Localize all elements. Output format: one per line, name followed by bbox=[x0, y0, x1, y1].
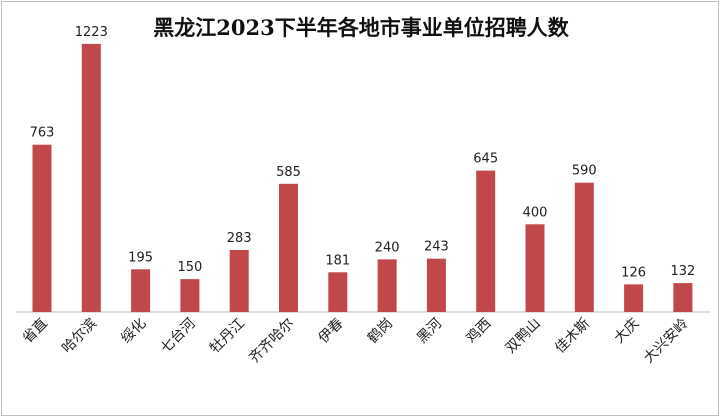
data-label-0: 763 bbox=[30, 126, 55, 141]
data-label-6: 181 bbox=[325, 253, 350, 268]
data-label-5: 585 bbox=[276, 165, 301, 180]
bar-2 bbox=[131, 269, 151, 313]
data-label-3: 150 bbox=[177, 260, 202, 275]
category-label-10: 双鸭山 bbox=[503, 316, 544, 357]
category-label-7: 鹤岗 bbox=[365, 316, 396, 347]
bar-7 bbox=[377, 259, 397, 312]
data-label-1: 1223 bbox=[75, 25, 108, 40]
category-label-4: 牡丹江 bbox=[207, 316, 248, 357]
data-label-12: 126 bbox=[621, 265, 646, 280]
bar-5 bbox=[279, 183, 298, 313]
bar-1 bbox=[81, 43, 101, 313]
category-label-2: 绥化 bbox=[118, 316, 149, 347]
data-label-8: 243 bbox=[424, 240, 449, 255]
category-label-12: 大庆 bbox=[611, 316, 642, 347]
data-label-4: 283 bbox=[227, 231, 252, 246]
category-label-11: 佳木斯 bbox=[552, 316, 593, 357]
bar-3 bbox=[180, 279, 200, 312]
data-label-13: 132 bbox=[670, 264, 695, 279]
data-label-9: 645 bbox=[473, 152, 498, 167]
chart-title: 黑龙江2023下半年各地市事业单位招聘人数 bbox=[153, 15, 569, 40]
category-label-9: 鸡西 bbox=[463, 315, 495, 347]
bar-4 bbox=[229, 250, 249, 312]
bar-0 bbox=[32, 144, 52, 312]
category-label-3: 七台河 bbox=[158, 316, 199, 357]
bar-12 bbox=[624, 284, 644, 312]
category-label-5: 齐齐哈尔 bbox=[246, 316, 297, 367]
bar-6 bbox=[328, 272, 348, 312]
category-label-8: 黑河 bbox=[414, 316, 445, 347]
bar-8 bbox=[426, 258, 446, 312]
data-label-2: 195 bbox=[128, 250, 153, 265]
bar-9 bbox=[476, 170, 496, 312]
category-label-13: 大兴安岭 bbox=[641, 316, 692, 367]
bar-10 bbox=[525, 224, 545, 312]
bar-11 bbox=[574, 182, 594, 312]
data-label-11: 590 bbox=[572, 164, 597, 179]
category-label-6: 伊春 bbox=[316, 316, 347, 347]
category-label-0: 省直 bbox=[19, 315, 51, 347]
bar-13 bbox=[673, 283, 693, 312]
category-label-1: 哈尔滨 bbox=[59, 316, 100, 357]
data-label-10: 400 bbox=[523, 205, 548, 220]
data-label-7: 240 bbox=[375, 240, 400, 255]
